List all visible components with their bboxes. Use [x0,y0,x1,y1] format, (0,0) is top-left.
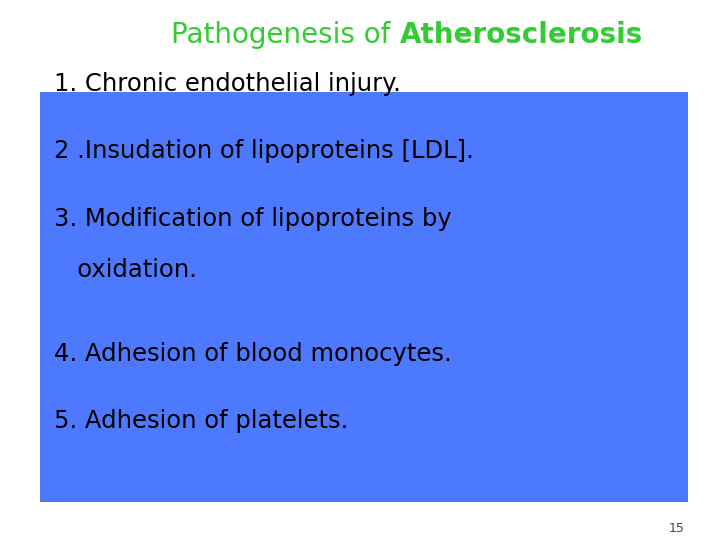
Text: 5. Adhesion of platelets.: 5. Adhesion of platelets. [54,409,348,433]
Text: 15: 15 [669,522,685,535]
Text: 1. Chronic endothelial injury.: 1. Chronic endothelial injury. [54,72,401,96]
Text: 3. Modification of lipoproteins by: 3. Modification of lipoproteins by [54,207,451,231]
Text: oxidation.: oxidation. [54,258,197,282]
Text: Pathogenesis of: Pathogenesis of [171,21,400,49]
Text: 2 .Insudation of lipoproteins [LDL].: 2 .Insudation of lipoproteins [LDL]. [54,139,474,163]
Text: 4. Adhesion of blood monocytes.: 4. Adhesion of blood monocytes. [54,342,451,366]
Text: Atherosclerosis: Atherosclerosis [400,21,643,49]
FancyBboxPatch shape [40,92,688,502]
